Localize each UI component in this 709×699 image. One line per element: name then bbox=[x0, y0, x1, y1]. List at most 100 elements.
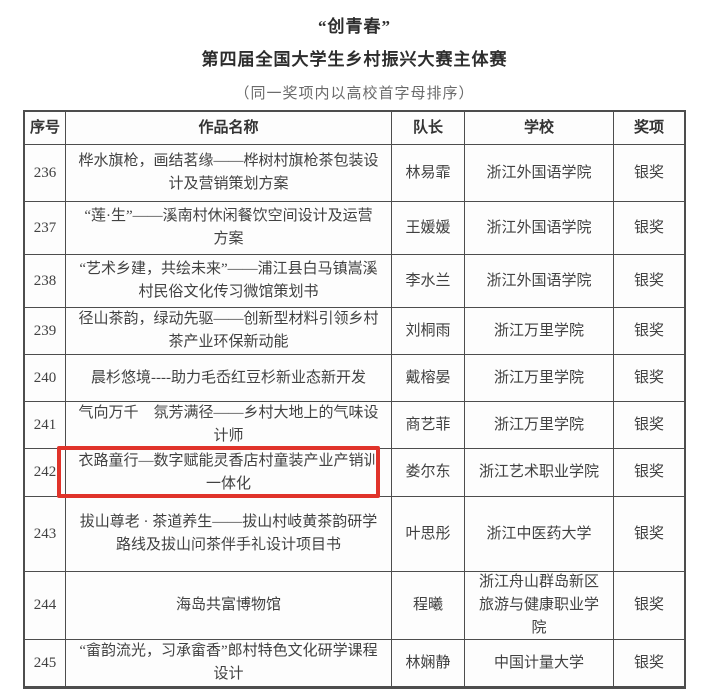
column-header-work-name: 作品名称 bbox=[66, 112, 392, 144]
cell-award: 银奖 bbox=[614, 402, 684, 448]
cell-text: 银奖 bbox=[633, 369, 664, 386]
table-row: 237 “莲·生”——溪南村休闲餐饮空间设计及运营方案 王媛媛 浙江外国语学院 银奖 bbox=[25, 202, 684, 255]
cell-text: 海岛共富博物馆 bbox=[175, 597, 281, 613]
title-quote: “创青春” bbox=[318, 17, 391, 36]
cell-name: “艺术乡建，共绘未来”——浦江县白马镇嵩溪村民俗文化传习微馆策划书 bbox=[66, 255, 392, 307]
cell-award: 银奖 bbox=[614, 202, 684, 254]
cell-text: 银奖 bbox=[633, 597, 664, 613]
cell-text: 银奖 bbox=[633, 272, 664, 289]
page-title: 第四届全国大学生乡村振兴大赛主体赛 bbox=[201, 50, 508, 69]
cell-school: 浙江中医药大学 bbox=[465, 497, 614, 571]
cell-leader: 林娴静 bbox=[392, 640, 465, 686]
cell-no: 244 bbox=[25, 572, 66, 639]
cell-text: 银奖 bbox=[633, 654, 664, 671]
cell-no: 236 bbox=[25, 145, 66, 201]
cell-name: 径山茶韵，绿动先驱——创新型材料引领乡村茶产业环保新动能 bbox=[66, 308, 392, 354]
cell-name: “畲韵流光，习承畲香”郎村特色文化研学课程设计 bbox=[66, 640, 392, 686]
cell-text: 236 bbox=[33, 164, 57, 181]
cell-award: 银奖 bbox=[614, 497, 684, 571]
cell-text: “艺术乡建，共绘未来”——浦江县白马镇嵩溪村民俗文化传习微馆策划书 bbox=[79, 261, 378, 300]
cell-leader: 戴榕晏 bbox=[392, 355, 465, 401]
cell-text: 241 bbox=[33, 416, 57, 433]
cell-no: 240 bbox=[25, 355, 66, 401]
column-header-school: 学校 bbox=[465, 112, 614, 144]
cell-no: 237 bbox=[25, 202, 66, 254]
cell-school: 浙江外国语学院 bbox=[465, 145, 614, 201]
table-row: 239 径山茶韵，绿动先驱——创新型材料引领乡村茶产业环保新动能 刘桐雨 浙江万里学院… bbox=[25, 308, 684, 355]
table-row: 243 拔山尊老 · 茶道养生——拔山村岐黄茶韵研学路线及拔山问茶伴手礼设计项目书… bbox=[25, 497, 684, 572]
subtitle-sort-note: （同一奖项内以高校首字母排序） bbox=[234, 86, 475, 102]
cell-school: 浙江艺术职业学院 bbox=[465, 449, 614, 496]
cell-text: 林易霏 bbox=[405, 164, 451, 181]
table-row: 238 “艺术乡建，共绘未来”——浦江县白马镇嵩溪村民俗文化传习微馆策划书 李水兰 浙… bbox=[25, 255, 684, 308]
cell-text: 银奖 bbox=[633, 322, 664, 339]
cell-school: 浙江舟山群岛新区旅游与健康职业学院 bbox=[465, 572, 614, 639]
table-row: 240 晨杉悠境----助力毛岙红豆杉新业态新开发 戴榕晏 浙江万里学院 银奖 bbox=[25, 355, 684, 402]
cell-leader: 王媛媛 bbox=[392, 202, 465, 254]
table-row: 245 “畲韵流光，习承畲香”郎村特色文化研学课程设计 林娴静 中国计量大学 银奖 bbox=[25, 640, 684, 687]
cell-leader: 叶思彤 bbox=[392, 497, 465, 571]
cell-text: 李水兰 bbox=[405, 272, 451, 289]
cell-no: 242 bbox=[25, 449, 66, 496]
cell-text: 240 bbox=[33, 369, 57, 386]
column-header-no: 序号 bbox=[25, 112, 66, 144]
cell-name: “莲·生”——溪南村休闲餐饮空间设计及运营方案 bbox=[66, 202, 392, 254]
cell-text: 242 bbox=[33, 464, 57, 480]
cell-no: 243 bbox=[25, 497, 66, 571]
cell-name: 衣路童行—数字赋能灵香店村童装产业产销训一体化 bbox=[57, 446, 392, 498]
cell-leader: 商艺菲 bbox=[392, 402, 465, 448]
cell-text: 气向万千 氛芳满径——乡村大地上的气味设计师 bbox=[78, 405, 379, 444]
cell-text: 程曦 bbox=[412, 597, 443, 613]
cell-text: 239 bbox=[33, 322, 57, 339]
cell-leader: 娄尔东 bbox=[392, 449, 465, 496]
cell-no: 245 bbox=[25, 640, 66, 686]
cell-text: 拔山尊老 · 茶道养生——拔山村岐黄茶韵研学路线及拔山问茶伴手礼设计项目书 bbox=[79, 514, 378, 553]
cell-name: 气向万千 氛芳满径——乡村大地上的气味设计师 bbox=[66, 402, 392, 448]
cell-no: 238 bbox=[25, 255, 66, 307]
cell-leader: 程曦 bbox=[392, 572, 465, 639]
cell-school: 浙江万里学院 bbox=[465, 355, 614, 401]
cell-name: 桦水旗枪，画结茗缘——桦树村旗枪茶包装设计及营销策划方案 bbox=[66, 145, 392, 201]
cell-name: 海岛共富博物馆 bbox=[66, 572, 392, 639]
table-row: 244 海岛共富博物馆 程曦 浙江舟山群岛新区旅游与健康职业学院 银奖 bbox=[25, 572, 684, 640]
cell-text: “畲韵流光，习承畲香”郎村特色文化研学课程设计 bbox=[79, 643, 378, 682]
cell-text: 浙江外国语学院 bbox=[486, 164, 592, 181]
cell-text: 娄尔东 bbox=[405, 464, 451, 480]
cell-text: 银奖 bbox=[633, 164, 664, 181]
cell-award: 银奖 bbox=[614, 308, 684, 354]
cell-award: 银奖 bbox=[614, 449, 684, 496]
cell-text: 浙江外国语学院 bbox=[486, 272, 592, 289]
cell-text: 林娴静 bbox=[405, 654, 451, 671]
cell-text: “莲·生”——溪南村休闲餐饮空间设计及运营方案 bbox=[84, 208, 373, 247]
cell-text: 银奖 bbox=[633, 219, 664, 236]
cell-text: 商艺菲 bbox=[405, 416, 451, 433]
cell-text: 浙江万里学院 bbox=[493, 322, 584, 339]
cell-text: 238 bbox=[33, 272, 57, 289]
cell-text: 浙江万里学院 bbox=[493, 369, 584, 386]
cell-text: 银奖 bbox=[633, 525, 664, 542]
cell-text: 衣路童行—数字赋能灵香店村童装产业产销训一体化 bbox=[78, 452, 379, 492]
cell-school: 浙江外国语学院 bbox=[465, 202, 614, 254]
cell-text: 237 bbox=[33, 219, 57, 236]
table-row: 241 气向万千 氛芳满径——乡村大地上的气味设计师 商艺菲 浙江万里学院 银奖 bbox=[25, 402, 684, 449]
cell-text: 浙江中医药大学 bbox=[486, 525, 592, 542]
cell-school: 浙江万里学院 bbox=[465, 402, 614, 448]
cell-award: 银奖 bbox=[614, 355, 684, 401]
cell-award: 银奖 bbox=[614, 255, 684, 307]
cell-no: 239 bbox=[25, 308, 66, 354]
cell-text: 浙江万里学院 bbox=[493, 416, 584, 433]
column-header-award: 奖项 bbox=[633, 119, 664, 136]
cell-text: 244 bbox=[33, 597, 57, 613]
cell-school: 中国计量大学 bbox=[465, 640, 614, 686]
cell-award: 银奖 bbox=[614, 145, 684, 201]
cell-text: 银奖 bbox=[633, 464, 664, 480]
cell-text: 浙江外国语学院 bbox=[486, 219, 592, 236]
cell-text: 桦水旗枪，画结茗缘——桦树村旗枪茶包装设计及营销策划方案 bbox=[78, 153, 379, 192]
table-row: 242 衣路童行—数字赋能灵香店村童装产业产销训一体化 娄尔东 浙江艺术职业学院 银奖 bbox=[25, 446, 684, 498]
results-table: 序号 作品名称 队长 学校 奖项 236 桦水旗枪，画结茗缘——桦树村旗枪茶包装设… bbox=[23, 110, 686, 689]
cell-school: 浙江外国语学院 bbox=[465, 255, 614, 307]
cell-text: 戴榕晏 bbox=[405, 369, 451, 386]
cell-text: 晨杉悠境----助力毛岙红豆杉新业态新开发 bbox=[91, 369, 366, 386]
cell-text: 243 bbox=[33, 525, 57, 542]
